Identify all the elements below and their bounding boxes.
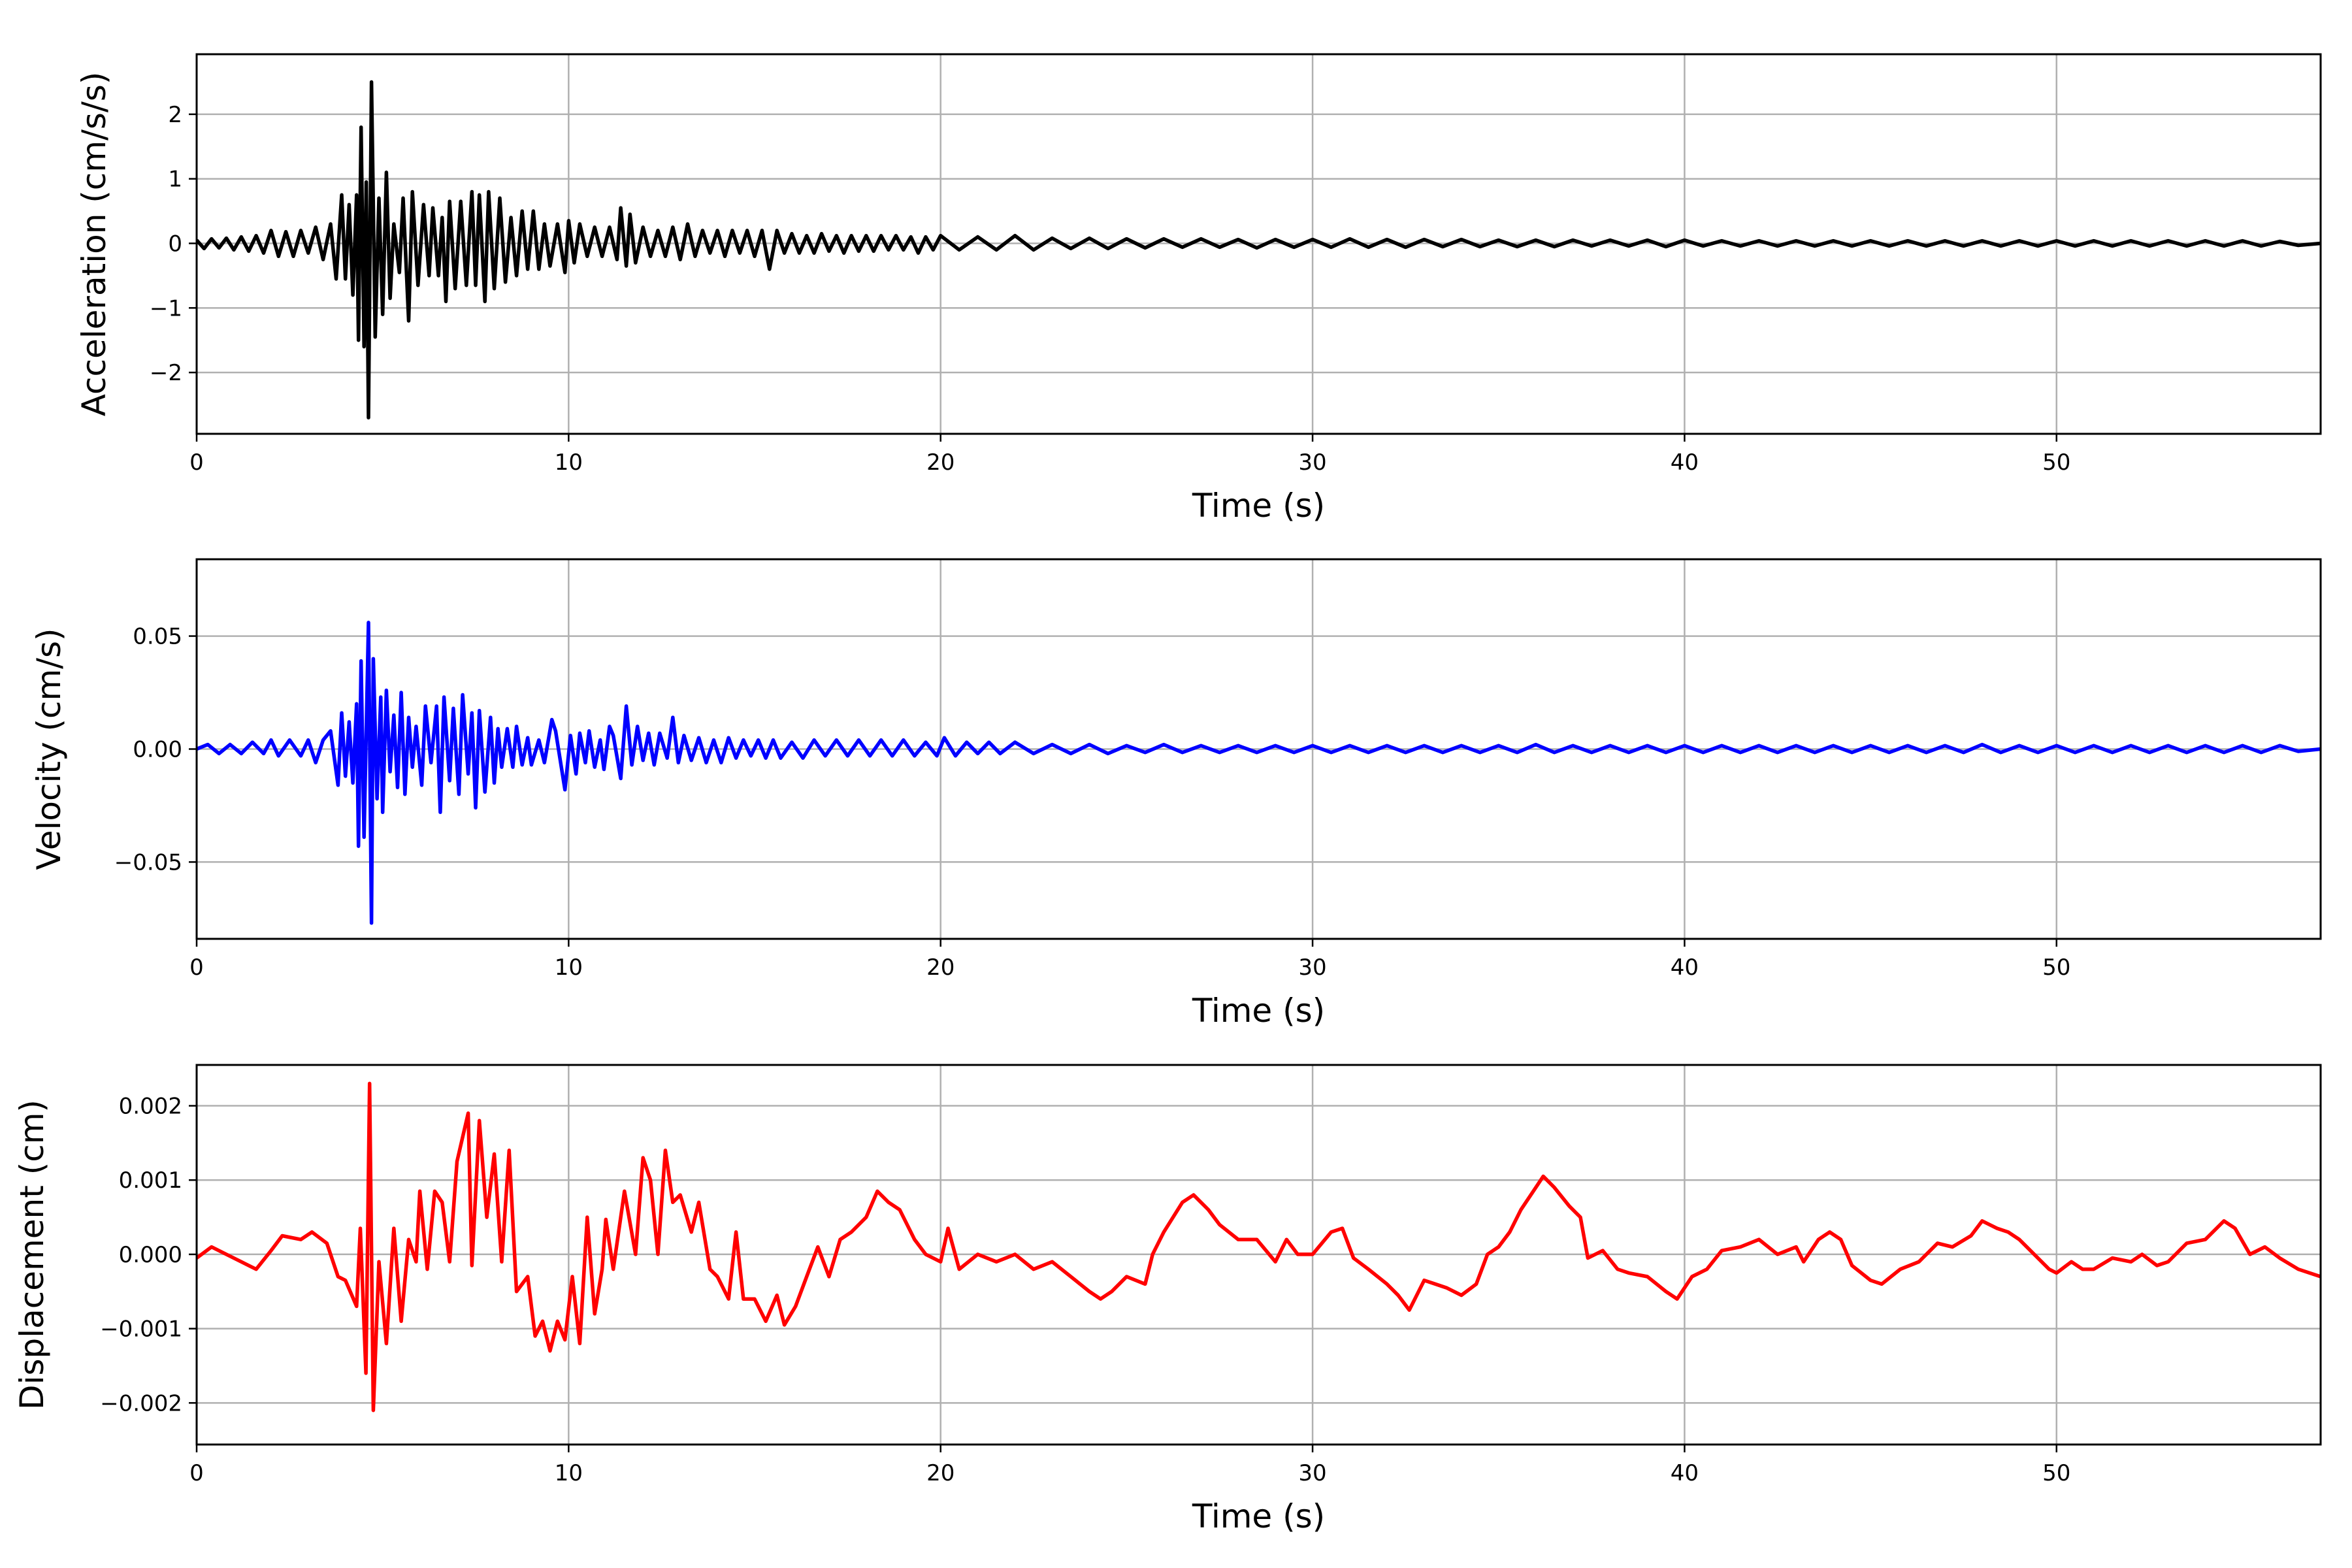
displacement-y-axis-label: Displacement (cm) <box>13 1100 51 1410</box>
displacement-y-tick-label: 0.002 <box>119 1094 182 1120</box>
acceleration-y-tick-label: 2 <box>168 102 182 128</box>
displacement-y-tick-label: 0.000 <box>119 1242 182 1268</box>
displacement-y-tick-label: −0.002 <box>100 1390 182 1416</box>
displacement-panel: 0 10 20 30 40 50 −0.002 −0.001 0.000 0.001 0.002 Ti… <box>13 1064 2322 1535</box>
acceleration-series-line <box>197 80 2321 420</box>
displacement-x-tick-label: 30 <box>1298 1460 1326 1486</box>
acceleration-x-tick-label: 20 <box>926 449 955 476</box>
velocity-y-tick-label: 0.05 <box>133 624 182 650</box>
velocity-x-axis-label: Time (s) <box>1192 992 1325 1030</box>
velocity-series-line <box>197 621 2321 925</box>
displacement-x-tick-label: 50 <box>2042 1460 2070 1486</box>
velocity-x-tick-label: 10 <box>555 955 583 981</box>
acceleration-panel: 0 10 20 30 40 50 −2 −1 0 1 2 Time (s) Acceleration (… <box>75 53 2322 525</box>
velocity-x-tick-label: 0 <box>189 955 204 981</box>
acceleration-x-tick-label: 40 <box>1671 449 1699 476</box>
velocity-y-tick-label: −0.05 <box>114 849 182 875</box>
acceleration-x-tick-label: 50 <box>2042 449 2070 476</box>
displacement-x-axis-label: Time (s) <box>1192 1497 1325 1535</box>
velocity-y-axis-label: Velocity (cm/s) <box>30 628 68 870</box>
velocity-y-tick-label: 0.00 <box>133 737 182 763</box>
acceleration-y-tick-label: −2 <box>150 360 182 386</box>
displacement-series-line <box>197 1081 2321 1413</box>
velocity-x-tick-label: 30 <box>1298 955 1326 981</box>
displacement-x-tick-label: 40 <box>1671 1460 1699 1486</box>
acceleration-y-tick-label: −1 <box>150 295 182 321</box>
displacement-y-tick-label: −0.001 <box>100 1316 182 1343</box>
displacement-x-tick-label: 0 <box>189 1460 204 1486</box>
displacement-x-tick-label: 20 <box>926 1460 955 1486</box>
displacement-y-tick-label: 0.001 <box>119 1168 182 1194</box>
acceleration-x-axis-label: Time (s) <box>1192 487 1325 525</box>
acceleration-y-tick-label: 1 <box>168 167 182 193</box>
velocity-panel: 0 10 20 30 40 50 −0.05 0.00 0.05 Time (s) Velocity… <box>30 558 2322 1030</box>
velocity-x-tick-label: 50 <box>2042 955 2070 981</box>
acceleration-x-tick-label: 0 <box>189 449 204 476</box>
acceleration-y-tick-label: 0 <box>168 231 182 257</box>
velocity-x-tick-label: 20 <box>926 955 955 981</box>
velocity-x-tick-label: 40 <box>1671 955 1699 981</box>
acceleration-y-axis-label: Acceleration (cm/s/s) <box>75 72 113 417</box>
acceleration-x-tick-label: 30 <box>1298 449 1326 476</box>
displacement-x-tick-label: 10 <box>555 1460 583 1486</box>
acceleration-x-tick-label: 10 <box>555 449 583 476</box>
